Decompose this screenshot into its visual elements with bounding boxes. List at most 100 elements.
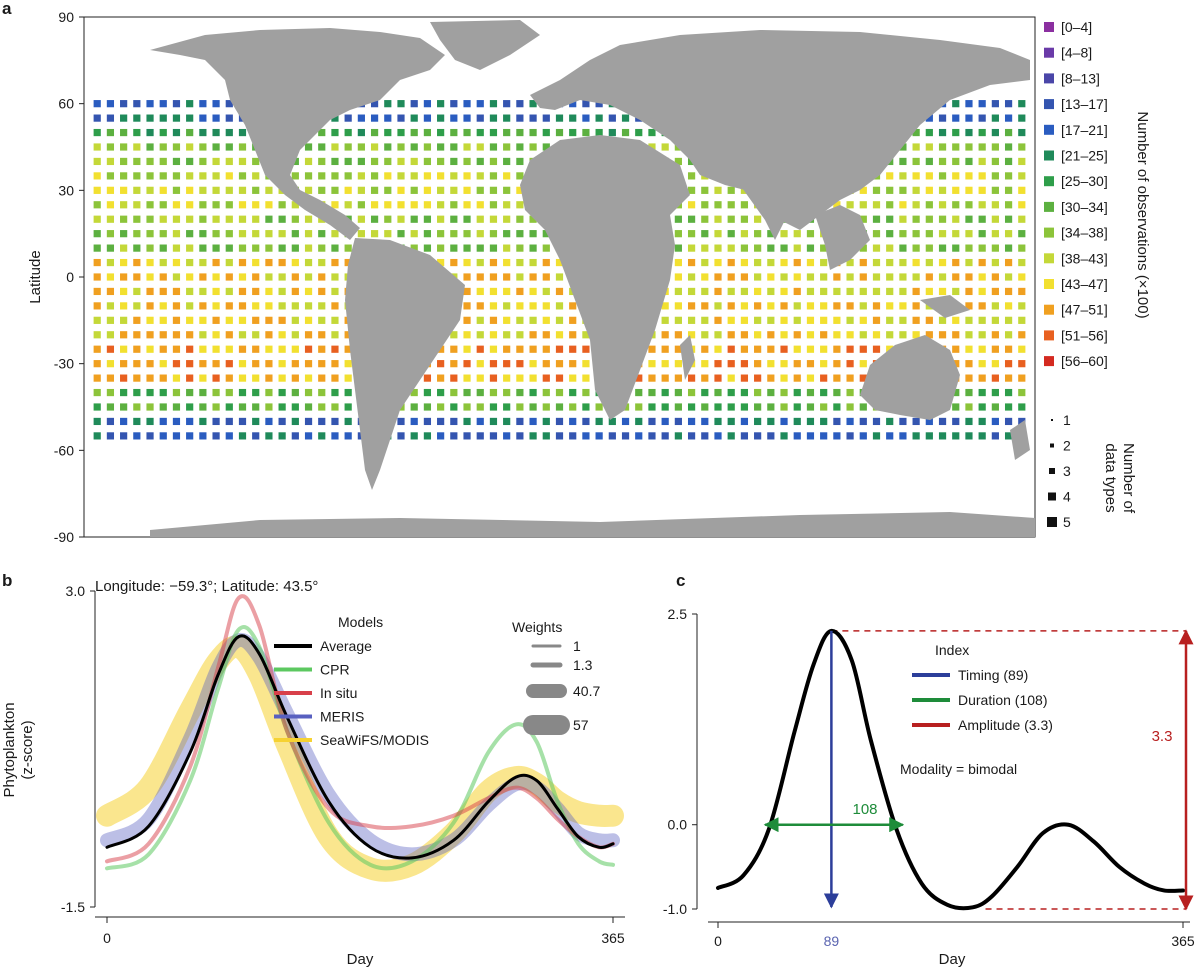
grid-cell — [106, 128, 115, 137]
grid-cell — [212, 316, 220, 324]
observations-legend-swatch — [1044, 176, 1054, 187]
grid-cell — [212, 258, 220, 267]
grid-cell — [489, 172, 498, 180]
grid-cell — [820, 345, 828, 353]
grid-cell — [529, 345, 537, 353]
grid-cell — [106, 388, 115, 397]
grid-cell — [133, 360, 141, 368]
panel-c-duration-label: 108 — [852, 801, 877, 818]
grid-cell — [516, 287, 524, 296]
grid-cell — [978, 388, 986, 397]
grid-cell — [489, 417, 498, 426]
grid-cell — [410, 157, 418, 166]
observations-legend-label: [4–8] — [1061, 45, 1092, 61]
grid-cell — [120, 417, 128, 426]
antarctica — [150, 512, 1035, 537]
grid-cell — [410, 143, 418, 151]
grid-cell — [754, 403, 762, 411]
grid-cell — [1018, 128, 1026, 137]
grid-cell — [886, 331, 894, 339]
grid-cell — [991, 201, 999, 209]
grid-cell — [846, 316, 854, 324]
grid-cell — [252, 331, 260, 339]
grid-cell — [146, 215, 154, 223]
grid-cell — [714, 403, 722, 411]
southeast-asia — [815, 205, 870, 270]
grid-cell — [252, 273, 260, 281]
grid-cell — [172, 114, 181, 122]
grid-cell — [278, 230, 286, 238]
grid-cell — [687, 388, 696, 397]
grid-cell — [727, 331, 735, 339]
grid-cell — [978, 186, 986, 194]
grid-cell — [780, 374, 788, 382]
latitude-tick-label: 90 — [58, 9, 74, 25]
grid-cell — [476, 201, 484, 209]
grid-cell — [714, 215, 722, 223]
grid-cell — [648, 417, 656, 426]
grid-cell — [542, 388, 550, 397]
grid-cell — [740, 302, 749, 310]
grid-cell — [991, 417, 999, 426]
grid-cell — [674, 258, 682, 267]
grid-cell — [529, 273, 537, 281]
observations-legend-swatch — [1044, 330, 1054, 341]
grid-cell — [146, 157, 154, 166]
grid-cell — [674, 374, 682, 382]
grid-cell — [542, 360, 550, 368]
grid-cell — [833, 316, 841, 324]
grid-cell — [648, 388, 656, 397]
grid-cell — [437, 432, 445, 440]
grid-cell — [159, 403, 167, 411]
grid-cell — [437, 114, 445, 122]
grid-cell — [635, 388, 643, 397]
grid-cell — [727, 302, 735, 310]
grid-cell — [437, 345, 445, 353]
panel-b-legend-weights-title: Weights — [512, 619, 562, 635]
grid-cell — [146, 388, 154, 397]
grid-cell — [859, 244, 867, 252]
grid-cell — [687, 172, 696, 180]
grid-cell — [1004, 331, 1013, 339]
grid-cell — [463, 360, 471, 368]
grid-cell — [674, 287, 682, 296]
grid-cell — [238, 287, 247, 296]
grid-cell — [186, 100, 194, 108]
grid-cell — [833, 345, 841, 353]
grid-cell — [529, 388, 537, 397]
grid-cell — [410, 244, 418, 252]
grid-cell — [318, 230, 326, 238]
grid-cell — [806, 258, 815, 267]
grid-cell — [965, 388, 973, 397]
grid-cell — [859, 287, 867, 296]
grid-cell — [146, 172, 154, 180]
grid-cell — [159, 374, 167, 382]
observations-legend-swatch — [1044, 227, 1054, 238]
grid-cell — [727, 258, 735, 267]
grid-cell — [555, 417, 564, 426]
grid-cell — [186, 128, 194, 137]
grid-cell — [172, 157, 181, 166]
grid-cell — [304, 258, 313, 267]
grid-cell — [133, 417, 141, 426]
grid-cell — [925, 128, 933, 137]
grid-cell — [159, 143, 167, 151]
grid-cell — [754, 215, 762, 223]
grid-cell — [1018, 100, 1026, 108]
grid-cell — [503, 143, 511, 151]
grid-cell — [952, 186, 960, 194]
grid-cell — [701, 388, 709, 397]
grid-cell — [806, 417, 815, 426]
grid-cell — [912, 417, 920, 426]
grid-cell — [265, 287, 273, 296]
grid-cell — [212, 143, 220, 151]
grid-cell — [793, 230, 801, 238]
grid-cell — [991, 302, 999, 310]
grid-cell — [318, 345, 326, 353]
grid-cell — [555, 345, 564, 353]
grid-cell — [991, 432, 999, 440]
grid-cell — [542, 432, 550, 440]
grid-cell — [859, 403, 867, 411]
grid-cell — [701, 258, 709, 267]
grid-cell — [344, 244, 352, 252]
